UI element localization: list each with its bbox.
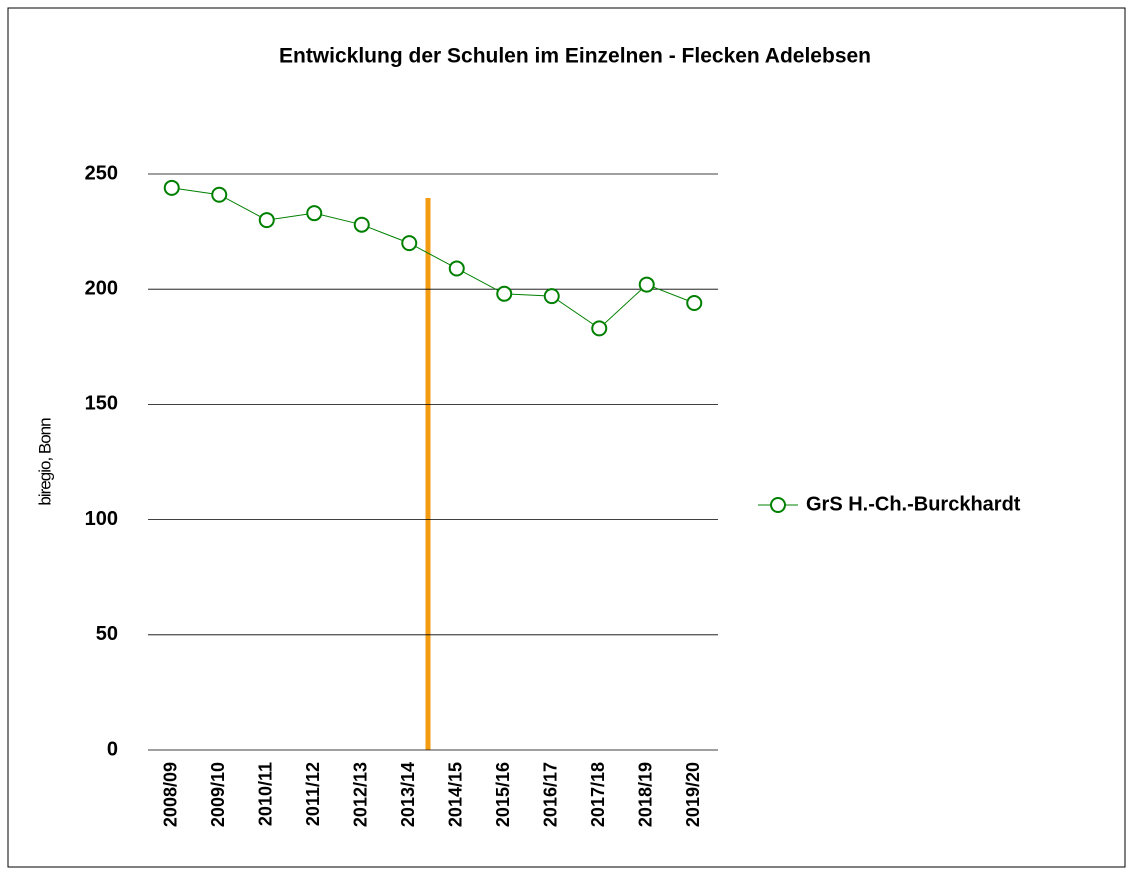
point — [258, 212, 275, 229]
point — [353, 216, 370, 233]
point — [638, 276, 655, 293]
x-tick-label: 2009/10 — [208, 762, 228, 827]
x-tick-label: 2015/16 — [493, 762, 513, 827]
x-tick-label: 2013/14 — [398, 762, 418, 827]
point — [686, 295, 703, 312]
legend-marker — [770, 497, 786, 513]
point — [401, 235, 418, 252]
x-tick-label: 2012/13 — [351, 762, 371, 827]
x-tick-label: 2014/15 — [446, 762, 466, 827]
x-tick-label: 2018/19 — [636, 762, 656, 827]
point — [448, 260, 465, 277]
point — [163, 179, 180, 196]
point — [543, 288, 560, 305]
y-axis-label: biregio, Bonn — [35, 418, 54, 506]
y-tick-label: 0 — [107, 738, 118, 760]
y-tick-label: 150 — [85, 393, 118, 415]
y-tick-label: 250 — [85, 162, 118, 184]
line — [171, 187, 695, 330]
x-tick-label: 2016/17 — [541, 762, 561, 827]
x-tick-label: 2008/09 — [161, 762, 181, 827]
y-tick-label: 50 — [96, 623, 118, 645]
y-tick-label: 100 — [85, 508, 118, 530]
x-tick-label: 2019/20 — [683, 762, 703, 827]
point — [306, 205, 323, 222]
point — [211, 186, 228, 203]
legend-label: GrS H.-Ch.-Burckhardt — [806, 493, 1021, 515]
point — [591, 320, 608, 337]
x-tick-label: 2011/12 — [303, 762, 323, 826]
chart-frame — [7, 7, 1126, 868]
chart-title: Entwicklung der Schulen im Einzelnen - F… — [279, 45, 871, 68]
x-tick-label: 2017/18 — [588, 762, 608, 827]
y-tick-label: 200 — [85, 277, 118, 299]
x-tick-label: 2010/11 — [256, 762, 276, 826]
point — [496, 285, 513, 302]
